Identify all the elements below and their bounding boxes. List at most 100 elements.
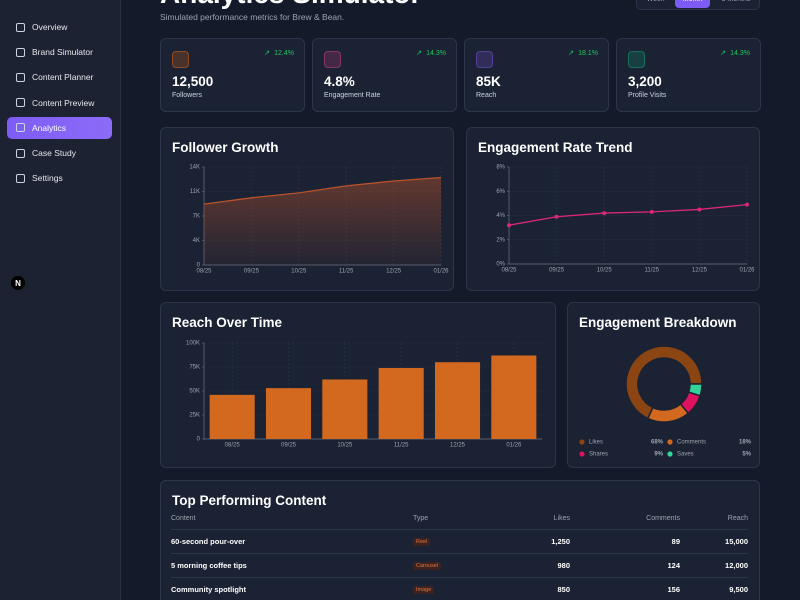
page-subtitle: Simulated performance metrics for Brew &… (160, 12, 345, 22)
nav-item[interactable]: Case Study (7, 142, 112, 164)
x-tick-label: 10/25 (597, 268, 613, 274)
point (602, 211, 607, 216)
x-tick-label: 12/25 (692, 268, 708, 274)
stat-label: Followers (172, 92, 202, 99)
bar (434, 362, 481, 439)
stat-icon (476, 51, 493, 68)
next-badge[interactable]: N (11, 276, 25, 290)
table-header: Reach (727, 515, 748, 522)
y-tick-label: 0 (197, 263, 201, 269)
trend-arrow: ↗ (264, 50, 270, 57)
chart-title: Reach Over Time (172, 315, 283, 330)
table-cell: 980 (557, 561, 570, 570)
tab[interactable]: 3 Months (714, 0, 758, 8)
x-tick-label: 10/25 (337, 443, 353, 449)
nav-item[interactable]: Content Preview (7, 92, 112, 114)
legend-label: Saves (677, 452, 694, 458)
y-tick-label: 7K (193, 214, 200, 220)
nav-item[interactable]: Overview (7, 16, 112, 38)
y-tick-label: 14K (189, 165, 200, 171)
y-tick-label: 4% (496, 213, 505, 219)
bar (491, 355, 537, 439)
trend-arrow: ↗ (720, 50, 726, 57)
y-tick-label: 0 (197, 437, 201, 443)
pie-slice (687, 383, 703, 397)
trend-arrow: ↗ (568, 50, 574, 57)
legend-label: Shares (589, 452, 608, 458)
y-tick-label: 2% (496, 237, 505, 243)
x-tick-label: 09/25 (281, 443, 297, 449)
type-badge: Image (413, 586, 435, 594)
chart-title: Follower Growth (172, 140, 279, 155)
type-badge: Reel (413, 538, 431, 546)
legend-swatch (579, 439, 585, 445)
y-tick-label: 100K (186, 341, 200, 347)
table-cell: 60-second pour-over (171, 537, 246, 546)
nav-item[interactable]: Settings (7, 167, 112, 189)
chart: Likes 68% Comments 18% Shares 9% Saves 5% (579, 345, 752, 458)
line (203, 176, 442, 205)
tab[interactable]: Month (675, 0, 710, 8)
y-tick-label: 8% (496, 165, 505, 171)
x-tick-label: 01/26 (433, 269, 449, 275)
legend-value: 18% (739, 440, 752, 446)
nav-item[interactable]: Brand Simulator (7, 41, 112, 63)
table-card: Top Performing Content (160, 480, 760, 600)
y-tick-label: 25K (189, 413, 200, 419)
table-cell: 156 (667, 585, 680, 594)
legend-value: 68% (651, 440, 664, 446)
x-tick-label: 08/25 (196, 269, 212, 275)
chart-card: Engagement Breakdown Likes 68% Comments 18%… (567, 302, 760, 468)
stat-card: 14.3% ↗ 3,200 Profile Visits (616, 38, 761, 112)
nav-icon (16, 98, 25, 108)
nav-icon (16, 173, 25, 183)
stat-change: 18.1% (578, 50, 598, 57)
table-cell: 850 (557, 585, 570, 594)
stat-change: 14.3% (730, 50, 750, 57)
stat-value: 12,500 (172, 74, 214, 89)
table-cell: 89 (671, 537, 680, 546)
y-tick-label: 50K (189, 389, 200, 395)
bar (209, 394, 255, 439)
table-cell: 15,000 (725, 537, 748, 546)
y-tick-label: 75K (189, 365, 200, 371)
table-cell: 9,500 (729, 585, 748, 594)
point (745, 202, 749, 207)
nav-label: Brand Simulator (32, 47, 93, 58)
y-tick-label: 11K (190, 189, 200, 195)
chart-card: Follower Growth 0 4K 7K 11K 14K 08/25 09/25 10/… (160, 127, 454, 291)
table-header: Content (171, 515, 196, 522)
legend-label: Comments (677, 440, 706, 446)
bar (378, 367, 424, 439)
bar (265, 388, 312, 439)
stat-change: 14.3% (426, 50, 446, 57)
y-tick-label: 4K (193, 238, 200, 244)
pie-slice (625, 345, 703, 420)
legend-value: 9% (654, 452, 663, 458)
table-cell: 5 morning coffee tips (171, 561, 247, 570)
chart-title: Engagement Breakdown (579, 315, 737, 330)
nav-item[interactable]: Content Planner (7, 66, 112, 88)
table-cell: Community spotlight (171, 585, 246, 594)
nav-item[interactable]: Analytics (7, 116, 112, 139)
y-tick-label: 6% (496, 189, 505, 195)
table-cell: 1,250 (551, 537, 570, 546)
x-tick-label: 11/25 (394, 443, 409, 449)
stat-icon (628, 51, 645, 68)
x-tick-label: 10/25 (291, 269, 307, 275)
row-divider (171, 553, 748, 554)
x-tick-label: 01/26 (506, 443, 522, 449)
nav-label: Content Preview (32, 97, 95, 108)
stat-card: 14.3% ↗ 4.8% Engagement Rate (312, 38, 457, 112)
legend-label: Likes (589, 440, 603, 446)
chart: 0 25K 50K 75K 100K 08/25 09/25 10/25 11/25 12/25 0… (186, 341, 542, 449)
table-header: Likes (553, 515, 570, 522)
x-tick-label: 01/26 (739, 268, 755, 274)
chart-title: Engagement Rate Trend (478, 140, 633, 155)
y-tick-label: 0% (496, 262, 505, 268)
nav-icon (16, 148, 25, 158)
area (204, 177, 441, 265)
tab[interactable]: Week (640, 0, 671, 8)
row-divider (171, 577, 748, 578)
